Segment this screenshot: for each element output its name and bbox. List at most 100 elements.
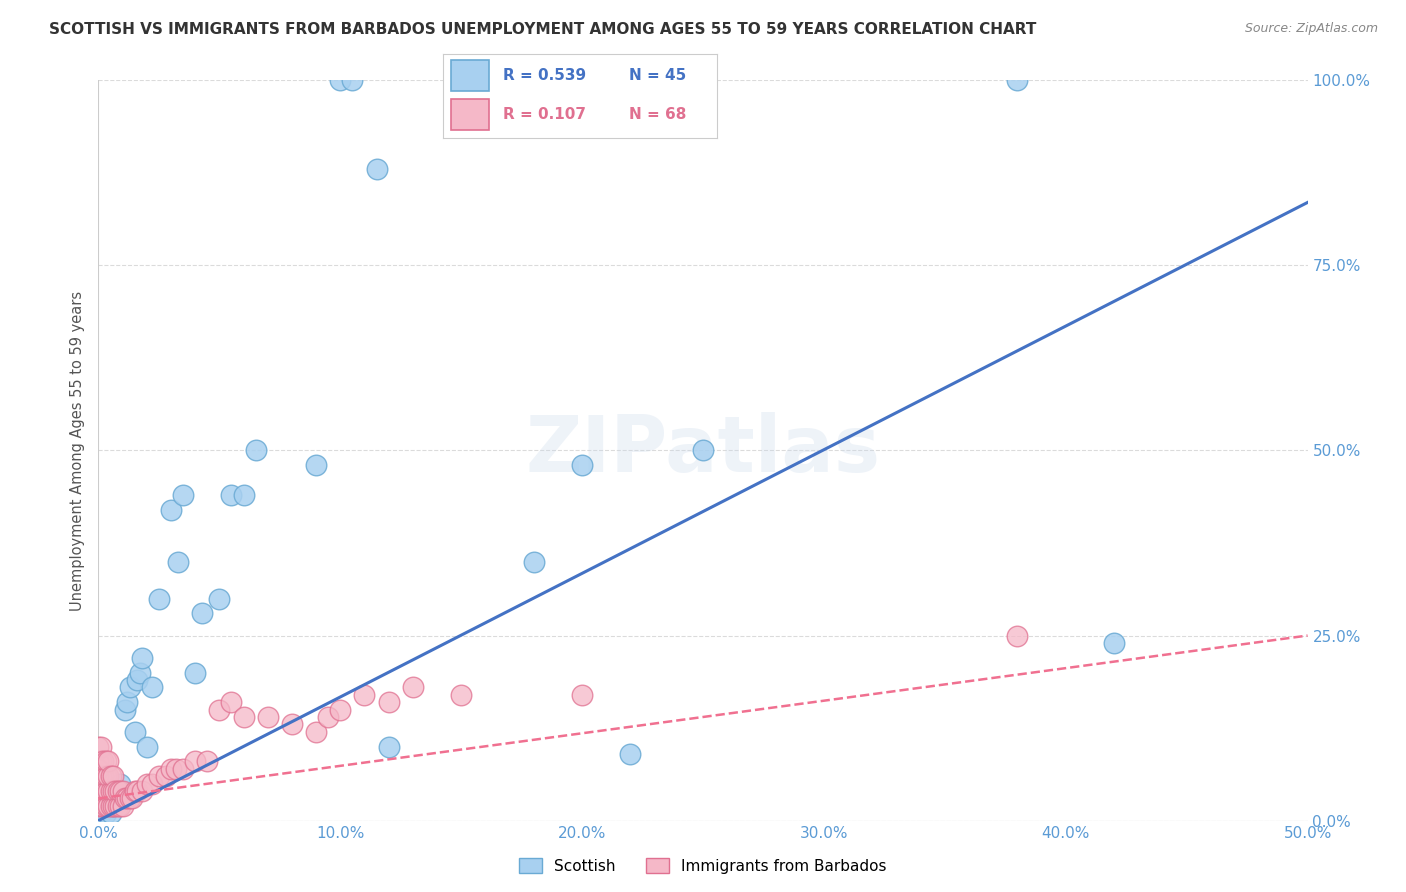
Point [1007,73,1029,87]
Point [117,791,139,805]
Text: N = 68: N = 68 [630,107,686,122]
Y-axis label: Unemployment Among Ages 55 to 59 years: Unemployment Among Ages 55 to 59 years [69,291,84,610]
Point [232,710,254,724]
FancyBboxPatch shape [451,99,489,130]
Point [90,769,112,783]
Point [131,650,153,665]
Text: R = 0.107: R = 0.107 [503,107,586,122]
Point [104,784,127,798]
Point [91,784,114,798]
Point [256,710,278,724]
Point [94,806,117,821]
Point [131,784,153,798]
Point [165,762,187,776]
Point [87,755,110,769]
Point [94,769,117,783]
Point [118,791,141,805]
Point [208,703,231,717]
Point [91,798,114,813]
Point [90,798,112,813]
Point [523,555,546,569]
Point [366,162,388,177]
Point [111,798,134,813]
Point [91,784,114,798]
Point [118,681,141,695]
Point [101,784,124,798]
Point [97,798,120,813]
Point [91,769,114,783]
Point [281,717,304,731]
Point [100,791,122,805]
Point [108,784,131,798]
Point [692,443,714,458]
Point [141,681,163,695]
Point [101,798,124,813]
Point [377,739,399,754]
Point [87,769,110,783]
Point [100,769,122,783]
Point [571,458,593,473]
Point [94,791,117,805]
Point [94,784,117,798]
Point [87,739,110,754]
Point [128,665,150,680]
Point [97,769,120,783]
Point [135,739,157,754]
FancyBboxPatch shape [451,61,489,91]
Point [124,784,146,798]
Point [104,798,127,813]
Point [90,798,112,813]
Point [377,695,399,709]
Point [619,747,641,761]
Legend: Scottish, Immigrants from Barbados: Scottish, Immigrants from Barbados [513,852,893,880]
Point [100,798,122,813]
Point [184,755,207,769]
Point [127,784,149,798]
Point [135,776,157,791]
Text: SCOTTISH VS IMMIGRANTS FROM BARBADOS UNEMPLOYMENT AMONG AGES 55 TO 59 YEARS CORR: SCOTTISH VS IMMIGRANTS FROM BARBADOS UNE… [49,22,1036,37]
Point [87,762,110,776]
Point [87,798,110,813]
Point [107,784,129,798]
Point [184,665,207,680]
Point [101,769,124,783]
Point [148,591,170,606]
Point [91,755,114,769]
Point [90,784,112,798]
Point [87,791,110,805]
Point [221,488,243,502]
Text: R = 0.539: R = 0.539 [503,68,586,83]
Point [342,73,364,87]
Point [353,688,375,702]
Point [160,502,183,516]
Point [329,73,352,87]
Point [100,784,122,798]
Point [111,784,134,798]
Text: N = 45: N = 45 [630,68,686,83]
Point [108,798,131,813]
Point [90,806,112,821]
Point [329,703,352,717]
Point [124,724,146,739]
Point [111,791,134,805]
Point [245,443,267,458]
Point [90,739,112,754]
Point [141,776,163,791]
Point [107,784,129,798]
Point [450,688,472,702]
Point [402,681,425,695]
Point [100,806,122,821]
Point [160,762,183,776]
Point [87,784,110,798]
Text: ZIPatlas: ZIPatlas [526,412,880,489]
Point [172,488,194,502]
Point [305,458,328,473]
Point [305,724,328,739]
Point [97,798,120,813]
Point [195,755,218,769]
Point [121,791,143,805]
Point [1007,628,1029,642]
Point [101,798,124,813]
Point [167,555,190,569]
Point [127,673,149,687]
